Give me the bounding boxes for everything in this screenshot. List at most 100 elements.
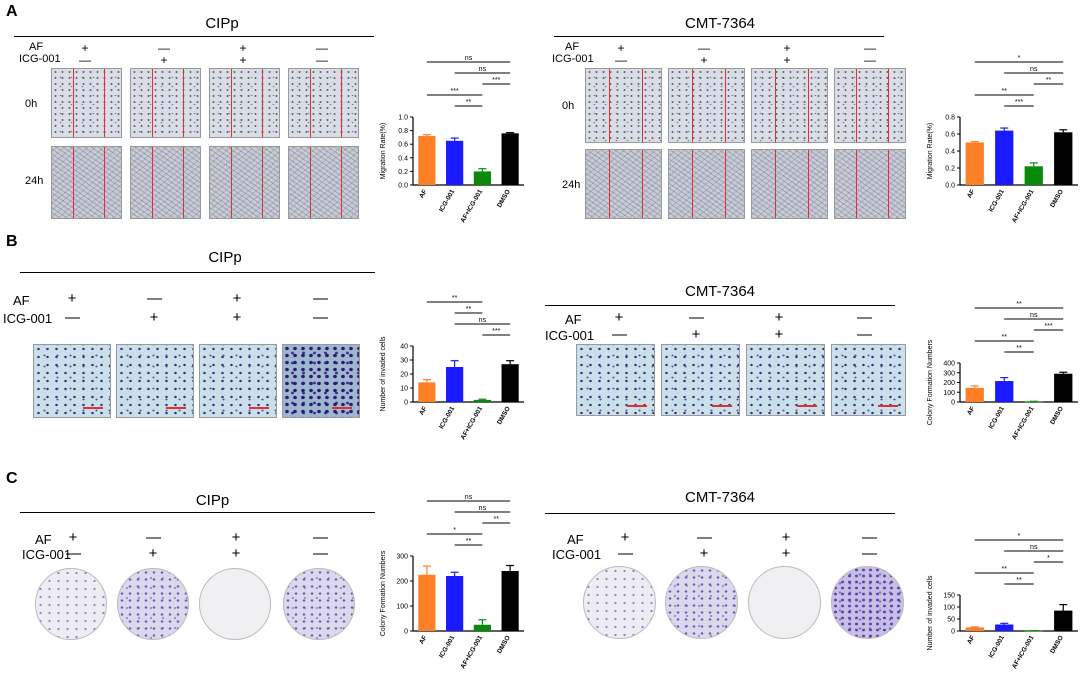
- category-label: AF: [966, 634, 976, 645]
- bar: [473, 624, 491, 631]
- icg-label: ICG-001: [545, 328, 595, 343]
- bar: [501, 571, 519, 631]
- category-label: ICG-001: [988, 188, 1007, 213]
- icg-label: ICG-001: [552, 547, 602, 562]
- bar: [473, 399, 491, 402]
- significance-label: **: [1002, 334, 1008, 341]
- bar: [501, 364, 519, 402]
- y-axis-label: Colony Formation Numbers: [927, 339, 934, 425]
- af-sign: +: [781, 529, 791, 546]
- icg-sign: +: [239, 53, 247, 67]
- category-label: DMSO: [1049, 406, 1065, 426]
- af-sign: +: [232, 290, 242, 307]
- af-sign: —: [864, 41, 876, 55]
- significance-label: **: [452, 295, 458, 302]
- icg-sign: +: [783, 53, 791, 67]
- af-sign: —: [313, 290, 328, 307]
- y-tick-label: 0.2: [945, 166, 955, 173]
- wound-healing-image: [834, 68, 906, 143]
- category-label: AF+ICG-001: [460, 405, 485, 441]
- cell-line-title: CIPp: [205, 15, 239, 32]
- icg-sign: +: [781, 545, 791, 562]
- icg-sign: +: [232, 309, 242, 326]
- af-sign: —: [857, 309, 872, 326]
- y-axis-label: Migration Rate(%): [927, 123, 934, 179]
- y-tick-label: 0: [404, 629, 408, 636]
- wound-healing-image: [209, 68, 280, 138]
- colony-dish-image: [748, 566, 821, 639]
- y-tick-label: 0.0: [945, 183, 955, 190]
- significance-label: **: [466, 99, 472, 106]
- category-label: AF: [966, 188, 976, 199]
- timepoint-label: 24h: [25, 175, 44, 187]
- significance-label: ***: [1015, 99, 1023, 106]
- icg-sign: —: [313, 309, 328, 326]
- significance-label: **: [1002, 88, 1008, 95]
- transwell-image: [33, 344, 111, 418]
- icg-sign: —: [313, 545, 328, 562]
- icg-sign: —: [864, 53, 876, 67]
- wound-healing-image: [209, 146, 280, 219]
- significance-label: **: [1016, 577, 1022, 584]
- wound-healing-image: [288, 146, 359, 219]
- category-label: AF+ICG-001: [460, 188, 485, 224]
- colony-dish-image: [831, 566, 904, 639]
- wound-healing-image: [51, 68, 122, 138]
- wound-healing-image: [130, 146, 201, 219]
- significance-label: ns: [1030, 312, 1038, 319]
- bar-chart-a-cmt7364: 0.0 0.2 0.4 0.6 0.8 Migration Rate(%) AF ICG-00…: [927, 55, 1078, 224]
- bar: [473, 171, 491, 185]
- y-tick-label: 0.0: [398, 183, 408, 190]
- af-sign: —: [862, 529, 877, 546]
- wound-healing-image: [751, 149, 828, 219]
- significance-label: ***: [1044, 323, 1052, 330]
- significance-label: **: [466, 306, 472, 313]
- y-tick-label: 400: [943, 361, 955, 368]
- af-label: AF: [29, 41, 44, 53]
- y-tick-label: 1.0: [398, 115, 408, 122]
- bar: [446, 140, 464, 185]
- icg-label: ICG-001: [19, 53, 61, 65]
- wound-healing-image: [51, 146, 122, 219]
- bar: [995, 381, 1014, 402]
- y-tick-label: 40: [400, 344, 408, 351]
- y-tick-label: 0: [951, 400, 955, 407]
- af-sign: —: [158, 41, 170, 55]
- timepoint-label: 0h: [25, 98, 38, 110]
- category-label: ICG-001: [988, 405, 1007, 430]
- y-tick-label: 0: [951, 629, 955, 636]
- bar: [1054, 610, 1073, 631]
- af-sign: +: [67, 290, 77, 307]
- wound-healing-image: [668, 149, 745, 219]
- y-tick-label: 0.6: [398, 142, 408, 149]
- af-label: AF: [35, 532, 52, 547]
- icg-sign: +: [148, 545, 158, 562]
- icg-sign: —: [79, 53, 91, 67]
- category-label: DMSO: [1049, 189, 1065, 209]
- transwell-image: [576, 344, 655, 416]
- significance-label: ns: [1030, 544, 1038, 551]
- significance-label: **: [466, 538, 472, 545]
- y-tick-label: 0.8: [945, 115, 955, 122]
- y-axis-label: Colony Formation Numbers: [380, 550, 387, 636]
- category-label: ICG-001: [438, 405, 457, 430]
- y-axis-label: Migration Rate(%): [380, 123, 387, 179]
- significance-label: ns: [465, 494, 473, 501]
- category-label: AF+ICG-001: [460, 634, 485, 670]
- colony-dish-image: [583, 566, 656, 639]
- significance-label: *: [1018, 533, 1021, 540]
- wound-healing-image: [585, 68, 662, 143]
- wound-healing-image: [751, 68, 828, 143]
- significance-label: ns: [465, 55, 473, 62]
- y-tick-label: 100: [396, 604, 408, 611]
- significance-label: **: [494, 516, 500, 523]
- icg-sign: —: [612, 326, 627, 343]
- bar-chart-b-cipp: 0 10 20 30 40 Number of invaded cells AF ICG-00…: [380, 295, 524, 441]
- significance-label: **: [1046, 77, 1052, 84]
- significance-label: ns: [479, 317, 487, 324]
- cell-line-title: CIPp: [208, 249, 242, 266]
- y-tick-label: 300: [943, 370, 955, 377]
- category-label: AF+ICG-001: [1011, 405, 1036, 441]
- af-sign: —: [698, 41, 710, 55]
- af-sign: +: [68, 529, 78, 546]
